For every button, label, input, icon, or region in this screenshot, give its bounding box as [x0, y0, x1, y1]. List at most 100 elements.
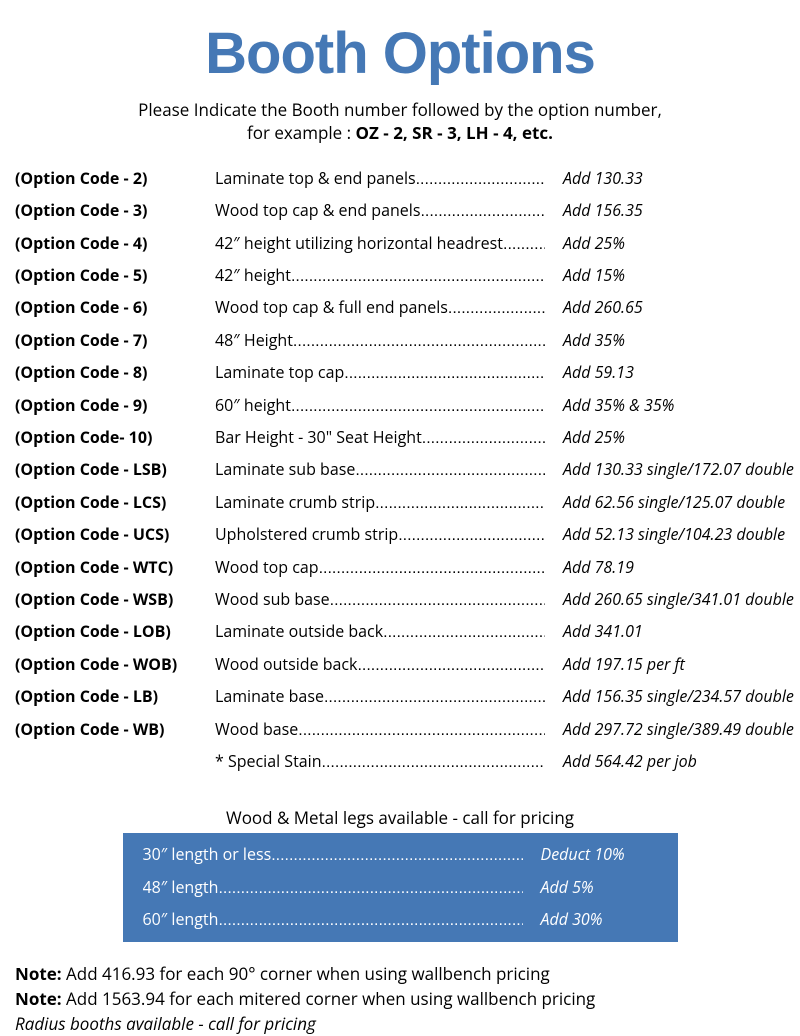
option-desc: Wood base — [215, 714, 545, 746]
option-code: (Option Code - WTC) — [15, 552, 215, 582]
note-3: Radius booths available - call for prici… — [15, 1012, 785, 1036]
option-row: * Special StainAdd 564.42 per job — [15, 746, 785, 778]
option-desc-text: Wood top cap & full end panels — [215, 292, 448, 322]
subtitle-line2-prefix: for example : — [247, 121, 355, 144]
option-price: Add 35% — [545, 325, 785, 355]
option-desc-text: * Special Stain — [215, 746, 322, 776]
option-price: Add 156.35 single/234.57 double — [545, 681, 794, 711]
option-desc: 48″ Height — [215, 325, 545, 357]
option-price: Add 62.56 single/125.07 double — [545, 487, 785, 517]
option-desc: Wood top cap & full end panels — [215, 292, 545, 324]
leader-dots — [271, 841, 522, 871]
note-text: Add 416.93 for each 90° corner when usin… — [62, 962, 550, 985]
option-row: (Option Code - 7)48″ HeightAdd 35% — [15, 325, 785, 357]
leader-dots — [422, 424, 545, 454]
subtitle-line2-bold: OZ - 2, SR - 3, LH - 4, etc. — [356, 121, 553, 144]
option-code: (Option Code - 3) — [15, 195, 215, 225]
legs-row: 60″ lengthAdd 30% — [143, 904, 658, 936]
legs-price: Deduct 10% — [523, 839, 658, 869]
leader-dots — [398, 521, 545, 551]
option-code: (Option Code - LCS) — [15, 487, 215, 517]
option-row: (Option Code - WSB)Wood sub baseAdd 260.… — [15, 584, 785, 616]
option-desc-text: Wood base — [215, 714, 298, 744]
subtitle: Please Indicate the Booth number followe… — [15, 99, 785, 145]
note-1: Note: Add 416.93 for each 90° corner whe… — [15, 962, 785, 987]
option-price: Add 341.01 — [545, 616, 785, 646]
legs-box: 30″ length or less Deduct 10% 48″ length Ad… — [123, 833, 678, 942]
legs-price: Add 30% — [523, 904, 658, 934]
option-desc-text: Wood top cap — [215, 552, 319, 582]
note-label: Note: — [15, 962, 62, 985]
legs-desc-text: 30″ length or less — [143, 839, 272, 869]
option-row: (Option Code - WB)Wood baseAdd 297.72 si… — [15, 714, 785, 746]
option-desc: Laminate base — [215, 681, 545, 713]
legs-section: Wood & Metal legs available - call for p… — [123, 806, 678, 942]
page-title: Booth Options — [15, 20, 785, 87]
option-row: (Option Code - WTC)Wood top cap Add 78.19 — [15, 552, 785, 584]
option-desc-text: Wood top cap & end panels — [215, 195, 420, 225]
option-desc: Laminate sub base — [215, 454, 545, 486]
option-row: (Option Code - UCS)Upholstered crumb str… — [15, 519, 785, 551]
note-2: Note: Add 1563.94 for each mitered corne… — [15, 987, 785, 1012]
subtitle-line1: Please Indicate the Booth number followe… — [138, 98, 662, 121]
leader-dots — [319, 554, 545, 584]
option-desc: Laminate top cap — [215, 357, 545, 389]
option-desc-text: Laminate outside back — [215, 616, 383, 646]
option-desc: * Special Stain — [215, 746, 545, 778]
option-price: Add 78.19 — [545, 552, 785, 582]
leader-dots — [322, 748, 545, 778]
option-desc: Bar Height - 30" Seat Height — [215, 422, 545, 454]
legs-desc-text: 48″ length — [143, 872, 219, 902]
option-price: Add 59.13 — [545, 357, 785, 387]
leader-dots — [383, 618, 545, 648]
option-desc: Wood top cap & end panels — [215, 195, 545, 227]
option-desc: Laminate outside back — [215, 616, 545, 648]
leader-dots — [218, 874, 522, 904]
option-desc-text: Wood sub base — [215, 584, 330, 614]
legs-title: Wood & Metal legs available - call for p… — [123, 806, 678, 829]
option-desc-text: 60″ height — [215, 390, 291, 420]
option-desc: 42″ height — [215, 260, 545, 292]
option-row: (Option Code - LB)Laminate baseAdd 156.3… — [15, 681, 785, 713]
leader-dots — [291, 262, 545, 292]
option-code: (Option Code - UCS) — [15, 519, 215, 549]
option-code: (Option Code - WB) — [15, 714, 215, 744]
option-code: (Option Code - LB) — [15, 681, 215, 711]
legs-row: 30″ length or less Deduct 10% — [143, 839, 658, 871]
option-row: (Option Code - 6)Wood top cap & full end… — [15, 292, 785, 324]
option-desc-text: 42″ height utilizing horizontal headrest — [215, 228, 503, 258]
leader-dots — [355, 456, 545, 486]
option-row: (Option Code - 8)Laminate top capAdd 59.… — [15, 357, 785, 389]
option-code: (Option Code - LSB) — [15, 454, 215, 484]
legs-desc: 30″ length or less — [143, 839, 523, 871]
option-desc-text: 48″ Height — [215, 325, 293, 355]
option-row: (Option Code - 3)Wood top cap & end pane… — [15, 195, 785, 227]
legs-desc: 60″ length — [143, 904, 523, 936]
option-row: (Option Code - 5)42″ heightAdd 15% — [15, 260, 785, 292]
legs-price: Add 5% — [523, 872, 658, 902]
option-desc: Wood top cap — [215, 552, 545, 584]
option-price: Add 15% — [545, 260, 785, 290]
legs-row: 48″ length Add 5% — [143, 872, 658, 904]
option-desc: 42″ height utilizing horizontal headrest — [215, 228, 545, 260]
leader-dots — [416, 165, 545, 195]
options-list: (Option Code - 2)Laminate top & end pane… — [15, 163, 785, 778]
option-code: (Option Code - LOB) — [15, 616, 215, 646]
option-code: (Option Code - WOB) — [15, 649, 215, 679]
option-desc-text: 42″ height — [215, 260, 291, 290]
leader-dots — [448, 294, 545, 324]
option-desc-text: Laminate sub base — [215, 454, 355, 484]
option-code: (Option Code - 8) — [15, 357, 215, 387]
option-price: Add 156.35 — [545, 195, 785, 225]
leader-dots — [330, 586, 545, 616]
option-row: (Option Code - 2)Laminate top & end pane… — [15, 163, 785, 195]
option-desc-text: Bar Height - 30" Seat Height — [215, 422, 422, 452]
option-price: Add 35% & 35% — [545, 390, 785, 420]
option-code: (Option Code - 6) — [15, 292, 215, 322]
leader-dots — [420, 197, 545, 227]
option-price: Add 297.72 single/389.49 double — [545, 714, 794, 744]
option-row: (Option Code - LCS)Laminate crumb stripA… — [15, 487, 785, 519]
option-row: (Option Code - LOB)Laminate outside back… — [15, 616, 785, 648]
option-desc-text: Laminate base — [215, 681, 324, 711]
option-price: Add 25% — [545, 228, 785, 258]
